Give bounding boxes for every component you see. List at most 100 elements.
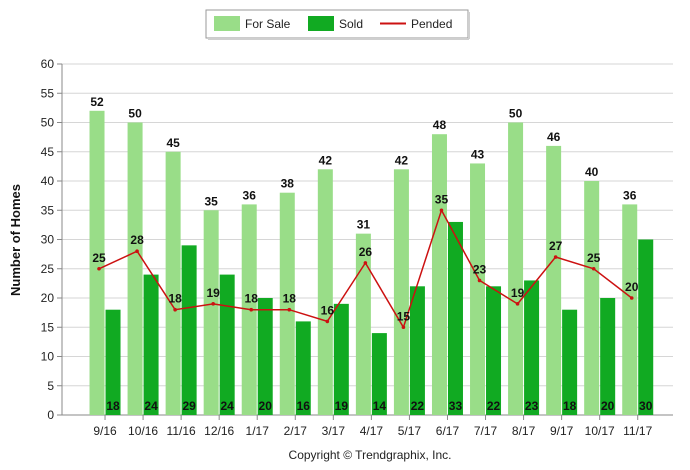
pended-point bbox=[173, 307, 177, 312]
bar-for-sale bbox=[279, 192, 295, 415]
bar-sold bbox=[257, 298, 273, 415]
data-label-for-sale: 35 bbox=[204, 194, 218, 208]
data-label-sold: 18 bbox=[106, 399, 120, 413]
data-label-sold: 19 bbox=[335, 399, 349, 413]
data-label-sold: 18 bbox=[563, 399, 577, 413]
y-tick-label: 5 bbox=[47, 379, 54, 393]
pended-point bbox=[325, 319, 330, 324]
data-label-for-sale: 50 bbox=[509, 107, 523, 121]
data-label-sold: 22 bbox=[411, 399, 425, 413]
pended-point bbox=[287, 307, 292, 312]
legend: For Sale Sold Pended bbox=[205, 9, 470, 40]
data-label-for-sale: 48 bbox=[433, 118, 447, 132]
legend-swatch-sold bbox=[308, 16, 334, 31]
data-labels: 52 18 25 50 24 28 45 29 18 35 24 19 36 20 18 38 16 18 42 19… bbox=[90, 95, 652, 413]
data-label-pended: 19 bbox=[511, 286, 525, 300]
x-tick-label: 9/17 bbox=[550, 424, 574, 438]
bar-for-sale bbox=[622, 204, 638, 415]
data-label-for-sale: 38 bbox=[281, 177, 295, 191]
x-tick-label: 4/17 bbox=[360, 424, 384, 438]
data-label-for-sale: 45 bbox=[166, 136, 180, 150]
data-label-for-sale: 42 bbox=[395, 153, 409, 167]
y-tick-label: 60 bbox=[41, 57, 55, 71]
bar-for-sale bbox=[431, 134, 447, 415]
bars bbox=[89, 110, 654, 416]
data-label-for-sale: 46 bbox=[547, 130, 561, 144]
data-label-pended: 18 bbox=[245, 292, 259, 306]
bar-sold bbox=[447, 221, 463, 415]
data-label-pended: 23 bbox=[473, 262, 487, 276]
bar-sold bbox=[524, 280, 540, 415]
x-tick-label: 8/17 bbox=[512, 424, 536, 438]
data-label-sold: 16 bbox=[297, 399, 311, 413]
bar-for-sale bbox=[355, 233, 371, 415]
data-label-pended: 27 bbox=[549, 239, 563, 253]
x-tick-label: 11/17 bbox=[623, 424, 652, 438]
bar-sold bbox=[409, 286, 425, 415]
data-label-pended: 35 bbox=[435, 192, 449, 206]
y-tick-label: 15 bbox=[41, 320, 55, 334]
pended-point bbox=[249, 307, 254, 312]
data-label-pended: 25 bbox=[92, 251, 106, 265]
data-label-for-sale: 31 bbox=[357, 218, 371, 232]
y-tick-label: 55 bbox=[41, 86, 55, 100]
data-label-for-sale: 36 bbox=[243, 188, 257, 202]
data-label-pended: 18 bbox=[168, 292, 182, 306]
y-tick-label: 35 bbox=[41, 203, 55, 217]
pended-line-layer bbox=[97, 208, 634, 330]
x-tick-label: 2/17 bbox=[284, 424, 308, 438]
y-tick-label: 50 bbox=[41, 116, 55, 130]
bar-for-sale bbox=[470, 163, 486, 415]
data-label-pended: 26 bbox=[359, 245, 373, 259]
data-label-sold: 29 bbox=[182, 399, 196, 413]
data-label-sold: 20 bbox=[601, 399, 615, 413]
bar-sold bbox=[181, 245, 197, 415]
data-label-sold: 22 bbox=[487, 399, 501, 413]
copyright-footer: Copyright © Trendgraphix, Inc. bbox=[289, 448, 452, 462]
bar-for-sale bbox=[89, 110, 105, 416]
pended-point bbox=[97, 266, 101, 271]
x-tick-label: 5/17 bbox=[398, 424, 422, 438]
bar-for-sale bbox=[165, 151, 181, 415]
x-tick-label: 10/16 bbox=[128, 424, 158, 438]
pended-point bbox=[401, 325, 406, 330]
data-label-pended: 20 bbox=[625, 280, 639, 294]
bar-for-sale bbox=[127, 122, 143, 415]
data-label-pended: 15 bbox=[397, 309, 411, 323]
pended-point bbox=[629, 296, 634, 300]
bar-sold bbox=[371, 333, 387, 415]
pended-point bbox=[439, 208, 444, 213]
data-label-for-sale: 40 bbox=[585, 165, 599, 179]
y-tick-label: 30 bbox=[41, 233, 55, 247]
data-label-sold: 24 bbox=[220, 399, 234, 413]
data-label-sold: 30 bbox=[639, 399, 653, 413]
bar-for-sale bbox=[203, 210, 219, 415]
y-tick-label: 40 bbox=[41, 174, 55, 188]
y-axis-label: Number of Homes bbox=[8, 184, 23, 296]
bar-sold bbox=[143, 274, 159, 415]
x-tick-label: 9/16 bbox=[93, 424, 117, 438]
pended-point bbox=[591, 266, 596, 271]
data-label-pended: 18 bbox=[283, 292, 297, 306]
data-label-for-sale: 36 bbox=[623, 188, 637, 202]
data-label-for-sale: 50 bbox=[128, 107, 142, 121]
data-label-for-sale: 43 bbox=[471, 147, 485, 161]
y-tick-label: 25 bbox=[41, 262, 55, 276]
bar-for-sale bbox=[584, 181, 600, 415]
y-tick-label: 45 bbox=[41, 145, 55, 159]
x-tick-label: 6/17 bbox=[436, 424, 460, 438]
pended-point bbox=[363, 261, 368, 265]
x-tick-label: 7/17 bbox=[474, 424, 498, 438]
data-label-sold: 14 bbox=[373, 399, 387, 413]
data-label-pended: 28 bbox=[130, 233, 144, 247]
legend-label-sold: Sold bbox=[339, 17, 363, 31]
x-tick-label: 1/17 bbox=[246, 424, 270, 438]
y-tick-label: 20 bbox=[41, 291, 55, 305]
bar-for-sale bbox=[393, 169, 409, 415]
pended-point bbox=[477, 278, 482, 283]
data-label-sold: 20 bbox=[259, 399, 273, 413]
pended-point bbox=[211, 302, 215, 306]
bar-sold bbox=[638, 239, 654, 415]
x-tick-label: 10/17 bbox=[585, 424, 615, 438]
